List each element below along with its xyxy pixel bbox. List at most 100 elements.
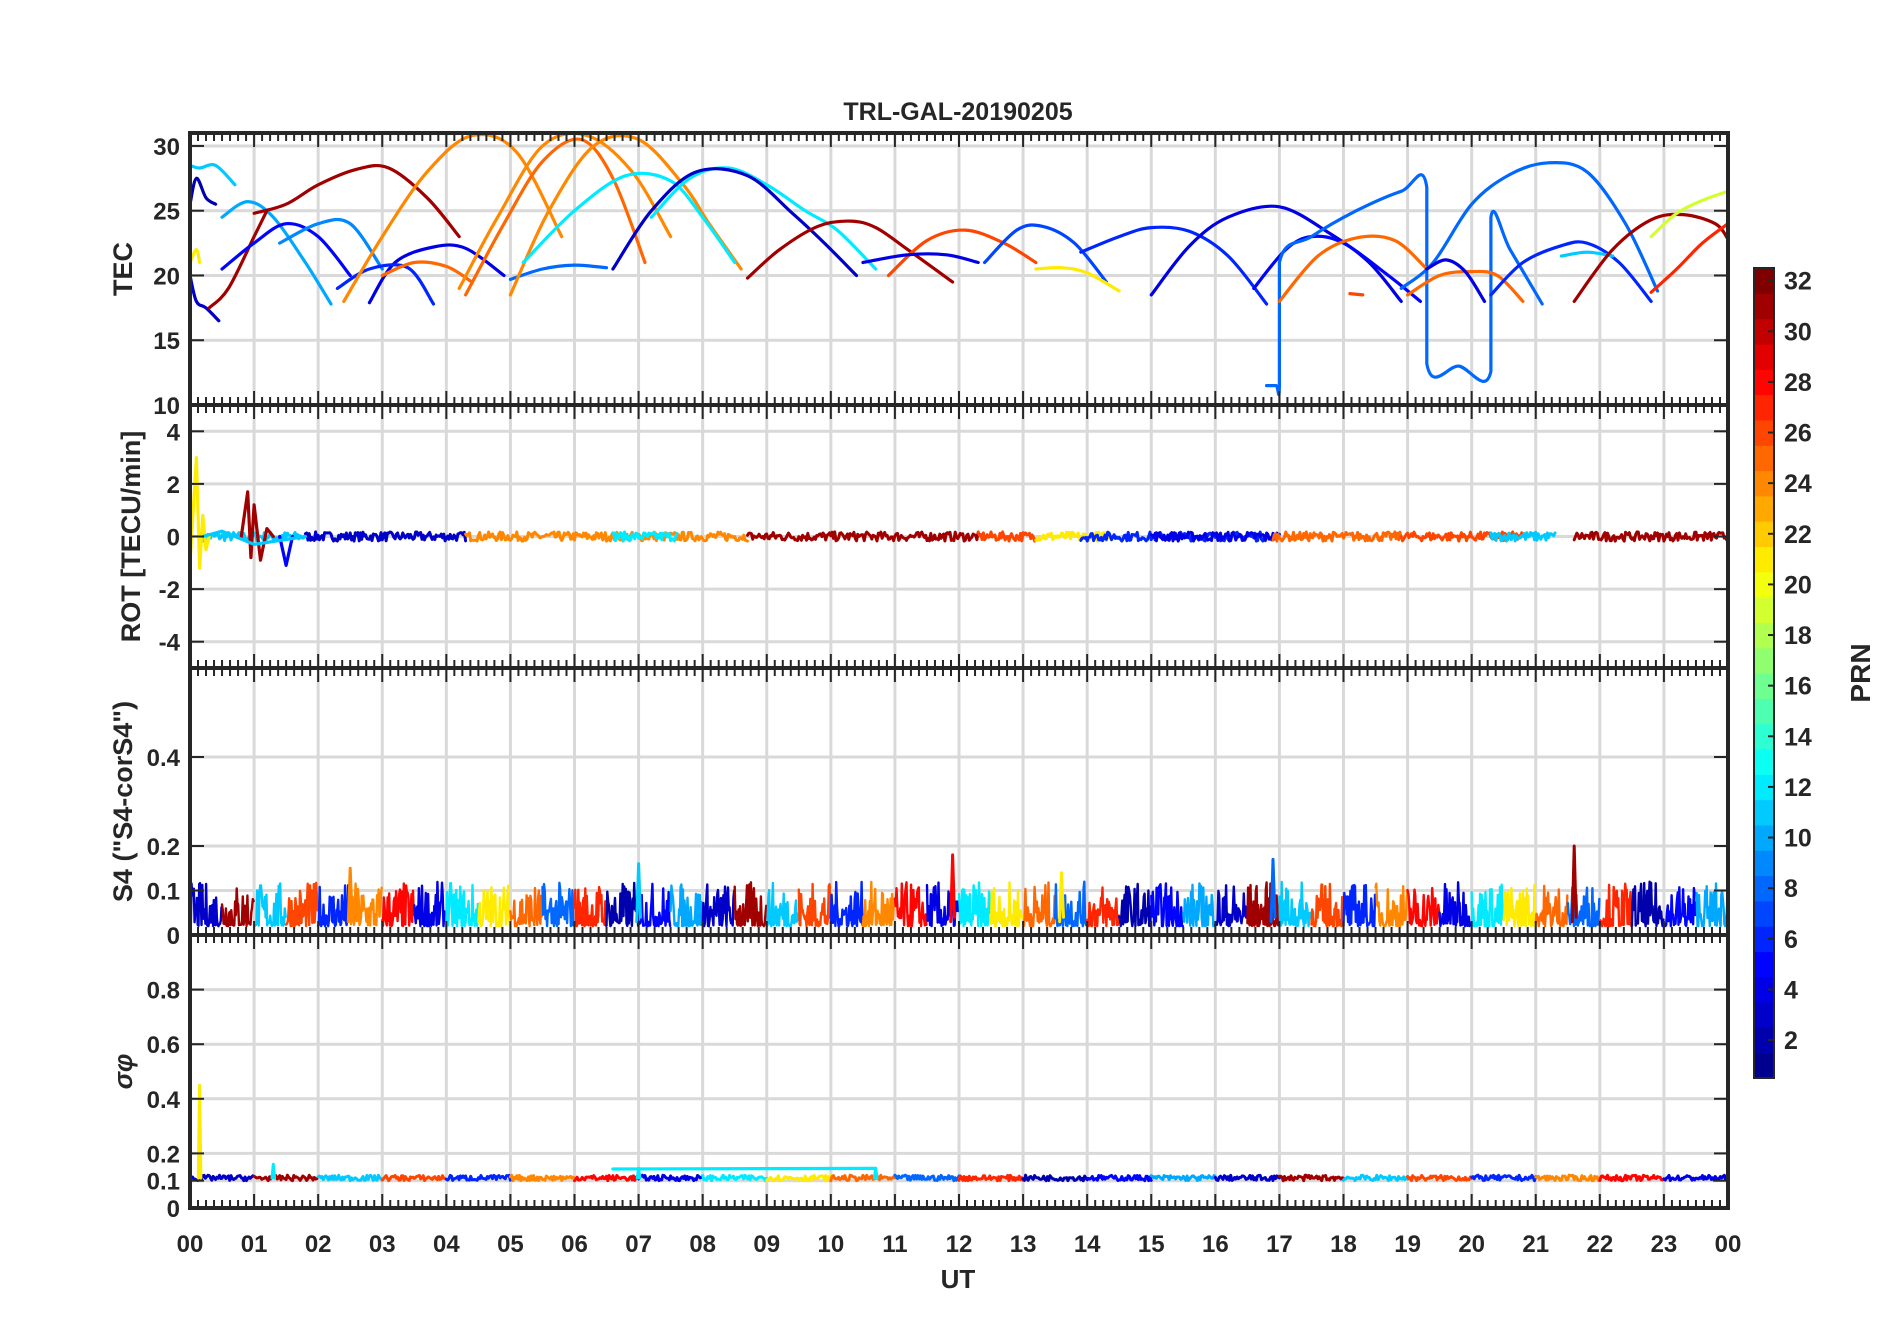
y-tick-label: 0.4 <box>147 1087 181 1114</box>
colorbar-tick-label: 10 <box>1784 825 1812 853</box>
s4-series-prn-2 <box>1118 882 1152 928</box>
colorbar-segment-prn-12 <box>1754 774 1774 801</box>
s4-series-prn-26 <box>797 882 832 928</box>
tec-series-prn-21 <box>1034 265 1121 293</box>
s4-series-prn-5 <box>637 882 672 928</box>
s4-series-prn-10 <box>1694 882 1728 928</box>
s4-series-prn-28 <box>381 882 415 928</box>
s4-series-prn-12 <box>1470 883 1505 928</box>
s4-series-prn-3 <box>190 882 223 928</box>
s4-series-prn-31 <box>733 881 768 928</box>
plot-content <box>190 133 1728 397</box>
sigma-series-prn-12 <box>611 1166 878 1171</box>
colorbar-segment-prn-18 <box>1754 622 1774 649</box>
plot-content <box>190 844 1728 928</box>
s4-series-prn-26 <box>284 881 319 928</box>
x-tick-label: 00 <box>177 1231 204 1258</box>
s4-series-prn-25 <box>1021 881 1056 928</box>
colorbar-segment-prn-15 <box>1754 698 1774 725</box>
sigma-series-prn-3 <box>1213 1173 1281 1182</box>
tec-series-prn-11 <box>190 163 237 187</box>
s4-series-prn-31 <box>220 887 255 928</box>
s4-series-prn-27 <box>1086 886 1120 928</box>
tec-series-prn-12 <box>521 171 737 265</box>
s4-series-prn-31 <box>1246 881 1281 928</box>
y-tick-label: 20 <box>153 263 180 290</box>
tec-series-prn-25 <box>464 137 647 297</box>
colorbar-tick-label: 26 <box>1784 420 1812 448</box>
s4-series-prn-21 <box>1502 883 1537 928</box>
s4-series-prn-10 <box>669 883 704 928</box>
s4-series-prn-28 <box>1406 886 1441 928</box>
s4-series-prn-4 <box>1438 881 1473 928</box>
colorbar-segment-prn-20 <box>1754 571 1774 598</box>
x-tick-label: 19 <box>1394 1231 1421 1258</box>
s4-series-prn-8 <box>1053 880 1088 928</box>
x-tick-label: 08 <box>689 1231 716 1258</box>
tec-series-prn-2 <box>190 176 218 206</box>
sigma-series-prn-4 <box>1662 1173 1728 1182</box>
x-tick-label: 07 <box>625 1231 652 1258</box>
y-tick-label: 15 <box>153 328 180 355</box>
s4-peak-prn-21 <box>1058 871 1065 924</box>
colorbar-segment-prn-8 <box>1754 875 1774 902</box>
colorbar-segment-prn-14 <box>1754 723 1774 750</box>
s4-series-prn-3 <box>701 883 736 928</box>
tec-series-prn-31 <box>1572 212 1728 303</box>
panel-sigma_phi: 00.10.2 0.4 0.6 0.8 σφ <box>108 933 1730 1223</box>
colorbar-segment-prn-30 <box>1754 318 1774 345</box>
y-tick-label: 4 <box>167 419 181 446</box>
x-axis-label: UT <box>941 1264 976 1294</box>
sigma-series-prn-31 <box>1277 1173 1345 1183</box>
colorbar-tick-label: 6 <box>1784 926 1798 954</box>
colorbar-tick-label: 20 <box>1784 571 1812 599</box>
colorbar-segment-prn-3 <box>1754 1002 1774 1028</box>
tec-series-prn-26 <box>886 228 1038 278</box>
tec-series-prn-5 <box>220 221 352 278</box>
s4-series-prn-26 <box>1310 882 1345 928</box>
y-axis-label-s4: S4 ("S4-corS4") <box>108 701 138 902</box>
rot-baseline-prn-12 <box>611 530 679 543</box>
y-tick-label: -4 <box>159 630 181 657</box>
sigma-series-prn-5 <box>1085 1173 1153 1183</box>
sigma-series-prn-10 <box>1149 1174 1217 1182</box>
rot-series-prn-11 <box>201 529 307 546</box>
colorbar-tick-label: 16 <box>1784 673 1812 701</box>
x-tick-label: 18 <box>1330 1231 1357 1258</box>
x-tick-label: 06 <box>561 1231 588 1258</box>
y-tick-label: 0.1 <box>147 1169 180 1196</box>
x-tick-label: 04 <box>433 1231 460 1258</box>
colorbar-segment-prn-21 <box>1754 546 1774 573</box>
s4-series-prn-24 <box>349 882 383 927</box>
x-tick-label: 03 <box>369 1231 396 1258</box>
colorbar-frame <box>1753 267 1775 1079</box>
s4-series-prn-25 <box>1534 884 1569 928</box>
y-tick-label: 30 <box>153 134 180 161</box>
sigma-series-prn-27 <box>957 1173 1025 1183</box>
panel-tec: 10 15 20 25 30 TEC <box>108 131 1730 420</box>
colorbar-label: PRN <box>1845 643 1876 702</box>
s4-series-prn-2 <box>1630 880 1665 928</box>
y-tick-label: 0.1 <box>147 879 180 906</box>
rot-baseline-prn-24 <box>464 530 749 543</box>
x-tick-label: 09 <box>753 1231 780 1258</box>
x-tick-label: 22 <box>1586 1231 1613 1258</box>
tec-series-prn-8 <box>1399 161 1660 293</box>
s4-peak-prn-8 <box>1269 857 1277 924</box>
s4-series-prn-24 <box>861 880 896 928</box>
y-tick-label: 0.8 <box>147 978 180 1005</box>
sigma-peak-prn-12 <box>872 1166 879 1180</box>
s4-series-prn-11 <box>1278 880 1313 928</box>
sigma-series-prn-26 <box>1406 1173 1474 1182</box>
colorbar-segment-prn-25 <box>1754 445 1774 472</box>
rot-baseline-prn-31 <box>746 530 980 543</box>
rot-baseline-prn-21 <box>1034 530 1115 543</box>
tec-series-prn-31 <box>207 209 269 310</box>
x-tick-label: 16 <box>1202 1231 1229 1258</box>
colorbar-tick-label: 8 <box>1784 875 1798 903</box>
s4-peak-prn-11 <box>635 862 642 924</box>
sigma-series-prn-24 <box>508 1173 576 1183</box>
colorbar-tick-label: 30 <box>1784 318 1812 346</box>
rot-baseline-prn-3 <box>303 530 468 543</box>
